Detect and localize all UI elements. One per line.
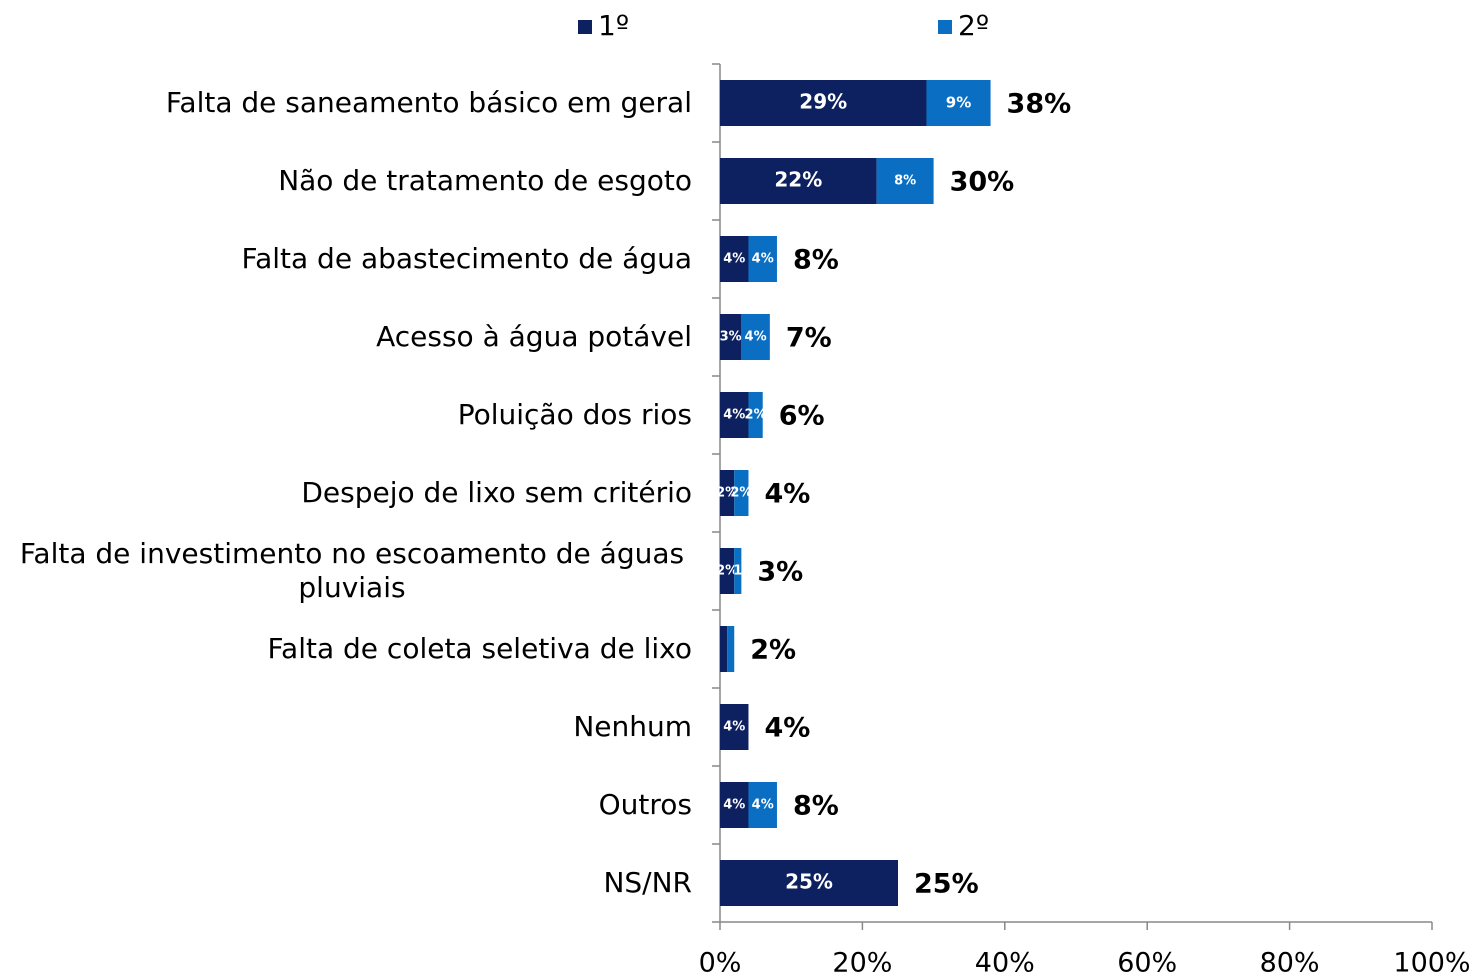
total-label: 6% bbox=[779, 401, 825, 432]
total-label: 25% bbox=[914, 869, 979, 900]
category-label: Nenhum bbox=[2, 688, 692, 766]
bar-segment bbox=[720, 548, 735, 594]
x-tick-label: 60% bbox=[1117, 948, 1177, 978]
value-label: 9% bbox=[946, 94, 971, 112]
bar-segment bbox=[720, 236, 749, 282]
bar-segment bbox=[748, 236, 777, 282]
category-text: Despejo de lixo sem critério bbox=[301, 476, 692, 509]
bar-segment bbox=[876, 158, 934, 204]
value-label: 4% bbox=[745, 330, 767, 345]
bar-segment bbox=[926, 80, 991, 126]
bar-segment bbox=[720, 470, 735, 516]
value-label: 4% bbox=[723, 798, 745, 813]
value-label: 3% bbox=[720, 330, 742, 345]
value-label: 25% bbox=[785, 870, 833, 894]
legend-label: 2º bbox=[958, 9, 989, 42]
category-text: Outros bbox=[598, 788, 692, 821]
category-text: Falta de investimento no escoamento de á… bbox=[19, 537, 685, 604]
value-label: 2% bbox=[716, 486, 738, 501]
value-label: 4% bbox=[723, 720, 745, 735]
total-label: 2% bbox=[750, 635, 796, 666]
category-label: Falta de saneamento básico em geral bbox=[2, 64, 692, 142]
value-label: 4% bbox=[723, 408, 745, 423]
total-label: 30% bbox=[950, 167, 1015, 198]
category-label: Poluição dos rios bbox=[2, 376, 692, 454]
category-label: NS/NR bbox=[2, 844, 692, 922]
bar-segment bbox=[720, 860, 898, 906]
category-label: Falta de abastecimento de água bbox=[2, 220, 692, 298]
total-label: 8% bbox=[793, 245, 839, 276]
category-text: Nenhum bbox=[573, 710, 692, 743]
value-label: 8% bbox=[894, 174, 916, 189]
x-tick-label: 100% bbox=[1393, 948, 1470, 978]
category-text: Acesso à água potável bbox=[376, 320, 692, 353]
legend-swatch bbox=[578, 20, 592, 34]
category-label: Outros bbox=[2, 766, 692, 844]
category-text: NS/NR bbox=[603, 866, 692, 899]
x-tick-label: 20% bbox=[832, 948, 892, 978]
value-label: 4% bbox=[752, 798, 774, 813]
category-text: Falta de coleta seletiva de lixo bbox=[267, 632, 692, 665]
bar-segment bbox=[748, 392, 763, 438]
x-tick-label: 40% bbox=[975, 948, 1035, 978]
value-label: 2% bbox=[745, 408, 767, 423]
category-text: Poluição dos rios bbox=[457, 398, 692, 431]
bar-segment bbox=[727, 626, 735, 672]
value-label: 2% bbox=[716, 564, 738, 579]
bar-segment bbox=[748, 782, 777, 828]
bar-segment bbox=[720, 626, 728, 672]
bar-segment bbox=[720, 158, 877, 204]
bar-segment bbox=[734, 548, 742, 594]
category-label: Não de tratamento de esgoto bbox=[2, 142, 692, 220]
total-label: 8% bbox=[793, 791, 839, 822]
total-label: 4% bbox=[764, 479, 810, 510]
bar-segment bbox=[720, 392, 749, 438]
bar-segment bbox=[734, 470, 749, 516]
category-label: Falta de investimento no escoamento de á… bbox=[2, 532, 692, 610]
legend-label: 1º bbox=[598, 9, 629, 42]
category-label: Falta de coleta seletiva de lixo bbox=[2, 610, 692, 688]
bar-segment bbox=[720, 782, 749, 828]
total-label: 38% bbox=[1007, 89, 1072, 120]
x-tick-label: 0% bbox=[699, 948, 742, 978]
total-label: 7% bbox=[786, 323, 832, 354]
x-tick-label: 80% bbox=[1260, 948, 1320, 978]
bar-segment bbox=[741, 314, 770, 360]
category-label: Acesso à água potável bbox=[2, 298, 692, 376]
value-label: 4% bbox=[723, 252, 745, 267]
value-label: 22% bbox=[774, 168, 822, 192]
value-label: 4% bbox=[752, 252, 774, 267]
value-label: 1 bbox=[733, 564, 742, 579]
bar-segment bbox=[720, 704, 749, 750]
value-label: 29% bbox=[799, 90, 847, 114]
total-label: 3% bbox=[757, 557, 803, 588]
legend-swatch bbox=[938, 20, 952, 34]
total-label: 4% bbox=[764, 713, 810, 744]
category-text: Falta de saneamento básico em geral bbox=[165, 86, 692, 119]
value-label: 2% bbox=[730, 486, 752, 501]
bar-segment bbox=[720, 314, 742, 360]
bar-segment bbox=[720, 80, 927, 126]
category-text: Falta de abastecimento de água bbox=[241, 242, 692, 275]
category-text: Não de tratamento de esgoto bbox=[278, 164, 692, 197]
category-label: Despejo de lixo sem critério bbox=[2, 454, 692, 532]
